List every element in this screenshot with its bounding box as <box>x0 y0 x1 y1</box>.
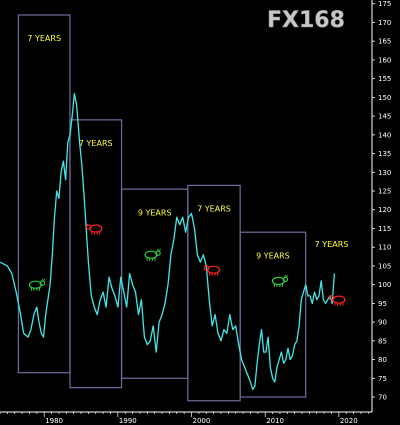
period-labels: 7 YEARS 7 YEARS 9 YEARS 7 YEARS 9 YEARS 7 YEA… <box>27 34 348 260</box>
series-layer <box>0 92 336 391</box>
y-tick-label: 170 <box>378 19 391 27</box>
fx168-logo: FX168 <box>267 8 345 34</box>
y-tick-label: 90 <box>378 319 387 327</box>
icon-head <box>39 280 46 286</box>
icon-head <box>203 265 210 271</box>
period-box <box>239 231 307 398</box>
bear-icon <box>329 294 346 306</box>
y-tick-label: 95 <box>378 300 387 308</box>
bull-icon <box>271 274 289 287</box>
period-label: 7 YEARS <box>315 240 349 249</box>
icon-ear <box>204 265 206 267</box>
icon-head <box>86 224 92 230</box>
y-tick-label: 100 <box>378 281 391 289</box>
bear-icon <box>86 223 103 235</box>
y-tick-label: 130 <box>378 169 391 177</box>
bull-icon <box>144 248 161 261</box>
y-tick-label: 140 <box>378 131 391 139</box>
period-label: 9 YEARS <box>138 208 172 217</box>
x-tick-label: 2020 <box>340 417 358 425</box>
y-tick-label: 120 <box>378 206 391 214</box>
y-tick-label: 135 <box>378 150 391 158</box>
icon-head <box>282 276 289 283</box>
y-tick-label: 110 <box>378 244 391 252</box>
y-tick-label: 125 <box>378 188 391 196</box>
icon-horns <box>41 278 46 282</box>
y-tick-label: 175 <box>378 0 391 8</box>
y-tick-label: 165 <box>378 38 391 46</box>
icon-head <box>329 295 335 301</box>
x-tick-label: 2000 <box>193 417 211 425</box>
period-label: 7 YEARS <box>79 139 113 148</box>
icon-ear <box>329 294 332 297</box>
x-tick-label: 2010 <box>266 417 284 425</box>
y-tick-label: 70 <box>378 394 387 402</box>
y-tick-label: 80 <box>378 356 387 364</box>
series-line <box>0 92 336 391</box>
x-tick-label: 1980 <box>45 417 63 425</box>
period-label: 7 YEARS <box>197 205 231 214</box>
y-tick-label: 115 <box>378 225 391 233</box>
x-tick-label: 1990 <box>119 417 137 425</box>
bull-icon <box>28 278 46 291</box>
period-label: 7 YEARS <box>27 34 61 43</box>
y-tick-label: 160 <box>378 56 391 64</box>
icon-horns <box>284 274 289 278</box>
y-tick-label: 150 <box>378 94 391 102</box>
period-label: 9 YEARS <box>256 251 290 260</box>
y-tick-label: 145 <box>378 113 391 121</box>
icon-ear <box>86 223 89 226</box>
icon-horns <box>156 248 161 252</box>
logo-text: FX168 <box>267 8 345 33</box>
market-icons <box>28 223 346 306</box>
y-tick-label: 155 <box>378 75 391 83</box>
axes-layer: 70 75 80 85 90 95 100 105 110 115 120 125 130 135 140 1… <box>0 0 391 425</box>
icon-head <box>155 250 161 256</box>
y-tick-label: 105 <box>378 262 391 270</box>
period-boxes <box>17 14 307 402</box>
y-tick-label: 85 <box>378 337 387 345</box>
bear-icon <box>203 265 221 276</box>
y-tick-label: 75 <box>378 375 387 383</box>
